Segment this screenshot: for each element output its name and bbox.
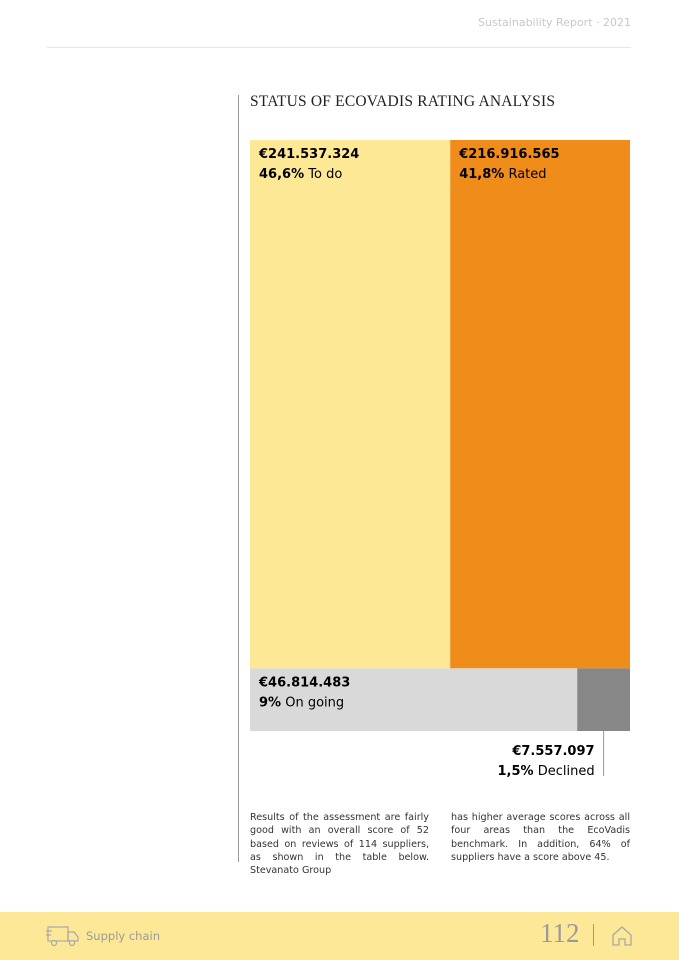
chart-title: STATUS OF ECOVADIS RATING ANALYSIS	[250, 93, 556, 110]
page-number: 112	[540, 918, 580, 948]
percent: 41,8%	[459, 167, 504, 182]
home-icon[interactable]	[611, 925, 633, 947]
treemap-cell	[250, 140, 451, 669]
category: Declined	[538, 764, 595, 779]
percent: 46,6%	[259, 167, 304, 182]
header-title: Sustainability Report · 2021	[478, 16, 631, 29]
header-rule	[47, 47, 631, 48]
treemap-cell	[250, 668, 578, 731]
truck-icon	[46, 926, 79, 947]
value-label: €216.916.565	[458, 147, 559, 162]
body-text: Results of the assessment are fairly goo…	[250, 811, 630, 877]
paragraph: Results of the assessment are fairly goo…	[250, 812, 429, 877]
treemap: €241.537.324 46,6% To do €216.916.565 41,8%…	[250, 140, 630, 779]
paragraph: has higher average scores across all fou…	[451, 812, 630, 863]
treemap-cell	[450, 140, 630, 669]
percent: 1,5%	[498, 764, 534, 779]
category: Rated	[508, 167, 546, 182]
value-label: €241.537.324	[258, 147, 359, 162]
percent-label: 9% On going	[259, 695, 344, 710]
percent-label: 41,8% Rated	[459, 167, 546, 182]
footer-divider	[593, 924, 594, 946]
percent-label: 46,6% To do	[259, 167, 342, 182]
section-name: Supply chain	[86, 929, 160, 943]
category: On going	[285, 695, 344, 710]
percent: 9%	[259, 695, 281, 710]
category: To do	[307, 167, 342, 182]
value-label: €7.557.097	[511, 744, 594, 759]
percent-label: 1,5% Declined	[498, 764, 595, 779]
column-rule	[238, 95, 239, 862]
treemap-cell	[577, 668, 630, 731]
footer: Supply chain 112	[0, 912, 679, 960]
value-label: €46.814.483	[258, 675, 350, 690]
